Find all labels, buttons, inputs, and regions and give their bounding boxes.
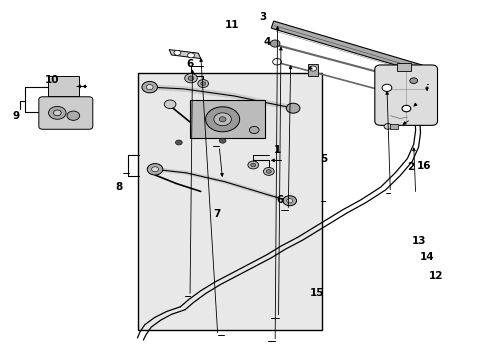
Bar — [307, 64, 318, 76]
Circle shape — [188, 76, 194, 80]
Circle shape — [198, 80, 208, 87]
Circle shape — [250, 163, 255, 167]
Circle shape — [53, 110, 61, 116]
Circle shape — [184, 73, 197, 83]
Text: 1: 1 — [273, 145, 281, 155]
Circle shape — [48, 107, 66, 119]
Text: 9: 9 — [13, 111, 20, 121]
Circle shape — [164, 100, 176, 109]
Text: 8: 8 — [116, 182, 122, 192]
Circle shape — [383, 123, 391, 129]
Polygon shape — [271, 21, 424, 73]
Circle shape — [286, 199, 292, 203]
FancyBboxPatch shape — [39, 97, 93, 129]
Bar — [47, 76, 79, 96]
Bar — [137, 73, 322, 330]
FancyBboxPatch shape — [189, 100, 265, 138]
Circle shape — [283, 196, 296, 206]
Circle shape — [270, 40, 280, 47]
Text: 11: 11 — [224, 19, 239, 30]
Text: 7: 7 — [212, 209, 220, 219]
Circle shape — [67, 111, 80, 120]
Circle shape — [147, 163, 163, 175]
Text: 12: 12 — [428, 271, 443, 282]
Circle shape — [146, 85, 153, 90]
Circle shape — [263, 167, 274, 175]
Circle shape — [213, 113, 231, 126]
Text: 16: 16 — [416, 161, 431, 171]
Circle shape — [219, 117, 225, 122]
Text: 6: 6 — [186, 59, 193, 69]
Circle shape — [401, 105, 410, 112]
Bar — [389, 124, 397, 129]
Circle shape — [201, 82, 205, 85]
Circle shape — [187, 53, 194, 58]
Text: 4: 4 — [264, 37, 271, 48]
Circle shape — [142, 81, 157, 93]
Circle shape — [272, 59, 281, 65]
Circle shape — [151, 167, 158, 172]
FancyBboxPatch shape — [374, 65, 437, 125]
Circle shape — [174, 50, 181, 55]
Circle shape — [309, 66, 316, 71]
Circle shape — [381, 84, 391, 91]
Text: 3: 3 — [259, 13, 266, 22]
Text: 15: 15 — [309, 288, 324, 297]
Circle shape — [175, 140, 182, 145]
Circle shape — [266, 170, 271, 173]
Text: 14: 14 — [419, 252, 433, 262]
Text: 5: 5 — [319, 154, 326, 163]
Circle shape — [247, 161, 258, 169]
Text: 6: 6 — [276, 195, 283, 204]
Text: 13: 13 — [411, 236, 426, 246]
Circle shape — [286, 103, 299, 113]
Circle shape — [249, 126, 259, 134]
Circle shape — [205, 107, 239, 132]
Text: 2: 2 — [407, 162, 414, 172]
Circle shape — [409, 78, 417, 84]
Bar — [396, 63, 410, 71]
Text: 10: 10 — [45, 75, 60, 85]
Polygon shape — [169, 50, 201, 59]
Circle shape — [219, 138, 225, 143]
